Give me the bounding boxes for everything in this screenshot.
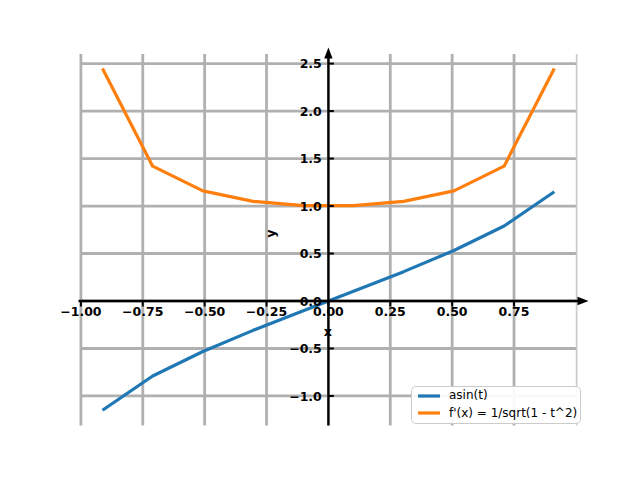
svg-text:−0.25: −0.25 (246, 304, 287, 319)
legend-item-derivative: f'(x) = 1/sqrt(1 - t^2) (417, 405, 574, 420)
legend-label-derivative: f'(x) = 1/sqrt(1 - t^2) (449, 406, 577, 420)
svg-text:0.25: 0.25 (375, 304, 406, 319)
legend-line-asin (417, 388, 441, 403)
svg-text:1.5: 1.5 (300, 151, 322, 166)
svg-text:0.5: 0.5 (300, 246, 322, 261)
legend-item-asin: asin(t) (417, 388, 574, 403)
svg-text:0.0: 0.0 (300, 294, 322, 309)
svg-text:−0.50: −0.50 (184, 304, 226, 319)
svg-text:1.0: 1.0 (300, 199, 322, 214)
svg-text:0.75: 0.75 (499, 304, 530, 319)
svg-text:0.50: 0.50 (437, 304, 468, 319)
legend-label-asin: asin(t) (449, 388, 488, 402)
svg-text:y: y (263, 229, 278, 238)
svg-text:−0.75: −0.75 (122, 304, 163, 319)
svg-text:2.5: 2.5 (300, 56, 322, 71)
svg-text:2.0: 2.0 (300, 104, 322, 119)
svg-text:−1.0: −1.0 (289, 389, 322, 404)
legend-line-derivative (417, 405, 441, 420)
figure: xy−1.00−0.75−0.50−0.250.000.250.500.75−1… (0, 0, 640, 480)
svg-text:−0.5: −0.5 (289, 341, 322, 356)
legend: asin(t) f'(x) = 1/sqrt(1 - t^2) (411, 386, 581, 424)
svg-text:−1.00: −1.00 (60, 304, 102, 319)
